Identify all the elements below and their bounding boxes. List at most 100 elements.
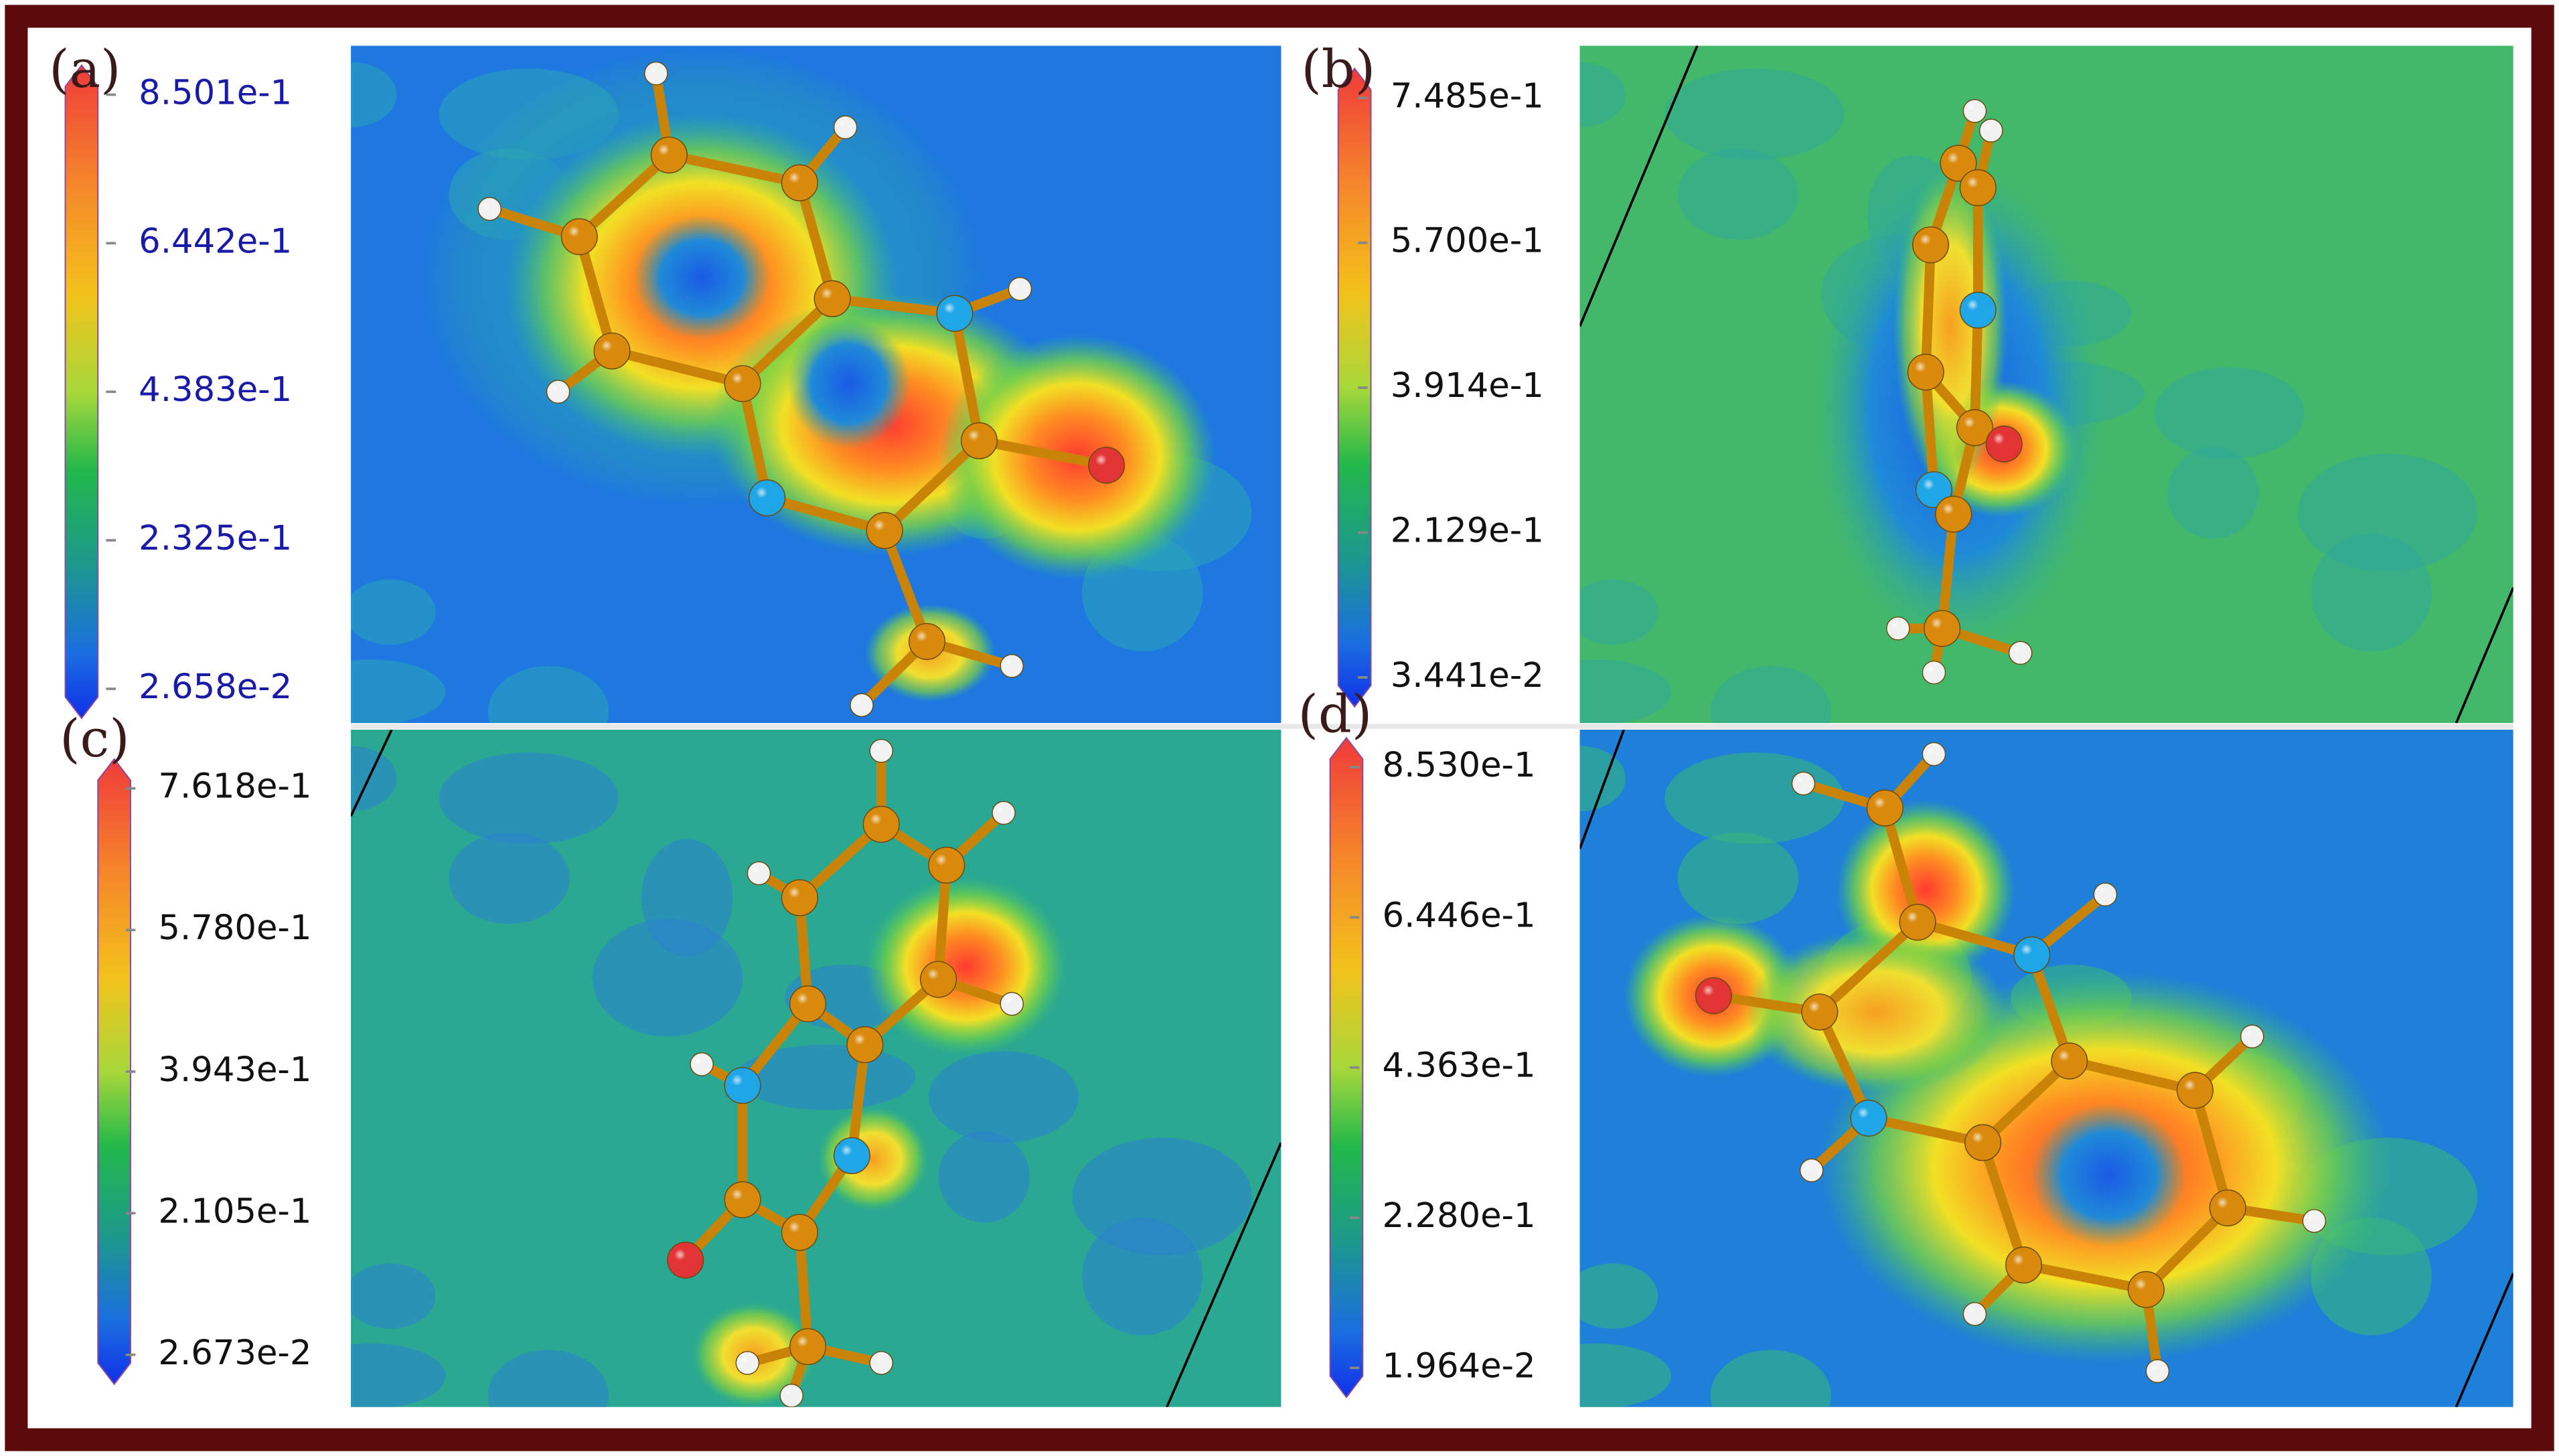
atom-highlight xyxy=(559,217,589,246)
panel-label: (b) xyxy=(1301,39,1375,100)
atom-highlight xyxy=(935,293,964,323)
contour-spot xyxy=(439,752,619,844)
bond xyxy=(737,293,838,389)
atom-highlight xyxy=(722,363,752,393)
atom-highlight xyxy=(689,1052,708,1070)
colorbar-tick-label: 7.618e-1 xyxy=(158,766,311,807)
bond xyxy=(2019,1260,2151,1295)
colorbar-tick-label: 8.501e-1 xyxy=(139,72,292,112)
contour-spot xyxy=(1579,1343,1671,1407)
contour-spot xyxy=(1677,832,1799,924)
atom-highlight xyxy=(861,804,890,833)
atom-highlight xyxy=(1921,659,1940,679)
contour-spot xyxy=(1710,1350,1831,1407)
atom-highlight xyxy=(1693,975,1723,1005)
contour-spot xyxy=(487,1350,609,1407)
atom-highlight xyxy=(1922,609,1952,638)
bond xyxy=(1978,1056,2075,1148)
contour-spot xyxy=(1579,579,1658,645)
contour-spot xyxy=(1579,746,1626,811)
contour-spot xyxy=(487,665,609,724)
density-blob xyxy=(2030,1103,2187,1247)
contour-spot xyxy=(1664,68,1845,160)
atom-highlight xyxy=(779,878,809,907)
colorbar-tick-label: 3.943e-1 xyxy=(158,1050,311,1090)
atom-highlight xyxy=(722,1180,752,1209)
colorbar-tick-label: 2.129e-1 xyxy=(1391,511,1544,551)
atom-highlight xyxy=(2175,1070,2204,1100)
edge-line xyxy=(2455,1273,2513,1407)
colorbar-tick-label: 2.105e-1 xyxy=(158,1191,311,1231)
colorbar xyxy=(64,64,99,720)
edge-line xyxy=(351,729,393,817)
atom-highlight xyxy=(959,420,988,450)
atom-highlight xyxy=(1007,276,1026,295)
maps xyxy=(351,46,2513,1407)
atom-highlight xyxy=(788,984,817,1013)
colorbar-tick-label: 3.441e-2 xyxy=(1391,655,1544,696)
contour-spot xyxy=(351,579,436,645)
colorbar-tick-label: 6.446e-1 xyxy=(1383,895,1536,935)
atom-highlight xyxy=(643,60,662,80)
atom-highlight xyxy=(1963,1123,1992,1152)
atom-highlight xyxy=(845,1025,874,1054)
contour-spot xyxy=(449,832,570,924)
atom-highlight xyxy=(1911,225,1940,254)
atom-highlight xyxy=(832,114,852,133)
contour-spot xyxy=(351,1343,446,1407)
atom-highlight xyxy=(722,1065,752,1095)
density-blob xyxy=(633,215,771,340)
atom-highlight xyxy=(1897,902,1927,932)
contour-spot xyxy=(938,1131,1030,1223)
atom-highlight xyxy=(2126,1269,2155,1299)
atom-highlight xyxy=(868,738,887,757)
atom-highlight xyxy=(1800,992,1829,1022)
atom-highlight xyxy=(2301,1208,2320,1227)
frame xyxy=(5,5,2554,1451)
contour-spot xyxy=(928,1051,1079,1143)
atom-highlight xyxy=(2007,640,2027,659)
colorbar-tick-label: 1.964e-2 xyxy=(1383,1346,1536,1386)
atom-highlight xyxy=(919,959,947,989)
contour-spot xyxy=(351,62,397,128)
colorbar-tick-label: 2.658e-2 xyxy=(139,667,292,707)
contour-spot xyxy=(1710,665,1831,724)
bond xyxy=(1814,917,1923,1018)
edge-line xyxy=(1579,46,1699,327)
contour-map xyxy=(351,46,1282,724)
atom-highlight xyxy=(1934,494,1963,523)
colorbar xyxy=(1329,736,1364,1398)
contour-map xyxy=(351,729,1282,1407)
atom-highlight xyxy=(1958,167,1987,197)
bond xyxy=(1970,305,1983,433)
atom-highlight xyxy=(1849,1098,1878,1127)
atom-highlight xyxy=(1865,788,1894,817)
colorbar-tick-label: 4.383e-1 xyxy=(139,370,292,410)
contour-map xyxy=(1579,729,2513,1407)
atom-highlight xyxy=(477,196,495,215)
edge-line xyxy=(1166,1142,1282,1407)
density-blob xyxy=(786,318,911,449)
colorbar-tick-label: 4.363e-1 xyxy=(1383,1046,1536,1086)
atom-highlight xyxy=(991,800,1010,819)
contour-spot xyxy=(1664,752,1845,844)
panel-label: (d) xyxy=(1298,684,1372,744)
contour-spot xyxy=(351,1263,436,1329)
bond xyxy=(847,1040,870,1161)
atom-highlight xyxy=(545,379,564,398)
edge-line xyxy=(2455,587,2513,724)
density-blob xyxy=(818,1107,929,1212)
atom-highlight xyxy=(788,1327,817,1356)
atom-highlight xyxy=(1885,615,1904,635)
bond xyxy=(1920,240,1936,378)
colorbar-tick-label: 3.914e-1 xyxy=(1391,366,1544,406)
atom-highlight xyxy=(779,1212,809,1242)
atom-highlight xyxy=(746,860,765,880)
atom-highlight xyxy=(592,331,621,360)
colorbar-tick-label: 7.485e-1 xyxy=(1391,76,1544,116)
atom-highlight xyxy=(2012,935,2041,964)
bond xyxy=(574,150,674,242)
atom-highlight xyxy=(2092,882,2111,900)
atom-highlight xyxy=(1798,1157,1818,1176)
